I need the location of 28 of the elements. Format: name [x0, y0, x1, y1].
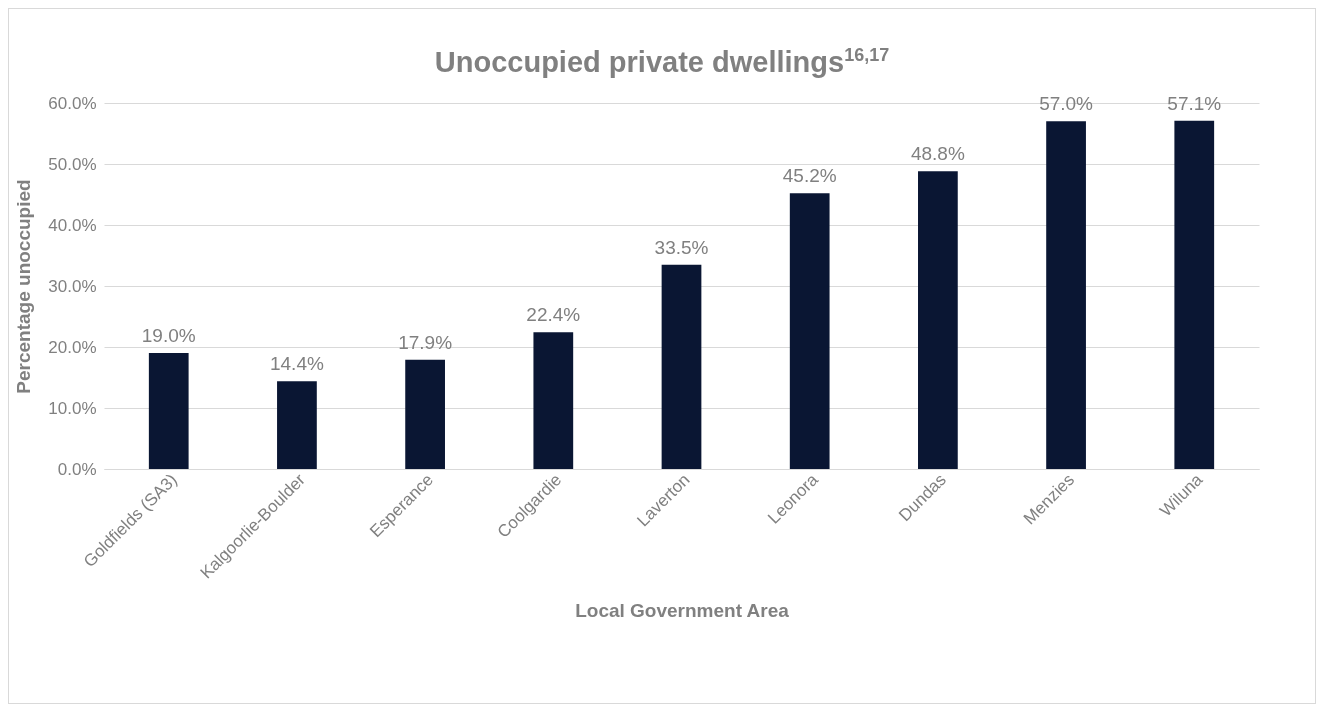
bar — [789, 193, 830, 469]
y-tick-label: 10.0% — [48, 398, 97, 418]
bar — [918, 171, 958, 469]
y-tick-label: 50.0% — [48, 154, 97, 174]
data-label: 14.4% — [269, 353, 324, 375]
y-axis-title: Percentage unoccupied — [13, 179, 35, 394]
bar — [1174, 120, 1215, 469]
bar — [661, 264, 702, 469]
bar — [405, 359, 445, 469]
data-label: 57.0% — [1039, 93, 1094, 115]
data-label: 45.2% — [782, 165, 837, 187]
bar — [533, 332, 574, 469]
chart-title: Unoccupied private dwellings$^{16,17}$ — [433, 45, 891, 79]
data-label: 57.1% — [1167, 92, 1222, 114]
data-label: 33.5% — [654, 236, 709, 258]
y-tick-label: 30.0% — [48, 276, 97, 296]
y-tick-label: 60.0% — [48, 93, 97, 113]
bar — [277, 381, 317, 469]
y-tick-label: 0.0% — [57, 459, 97, 479]
y-tick-label: 20.0% — [48, 337, 97, 357]
bar — [148, 353, 189, 469]
x-axis-title: Local Government Area — [575, 599, 790, 621]
data-label: 17.9% — [398, 331, 453, 353]
bar — [1046, 121, 1086, 469]
data-label: 19.0% — [141, 325, 196, 347]
y-tick-label: 40.0% — [48, 215, 97, 235]
data-label: 22.4% — [526, 304, 581, 326]
data-label: 48.8% — [910, 143, 965, 165]
